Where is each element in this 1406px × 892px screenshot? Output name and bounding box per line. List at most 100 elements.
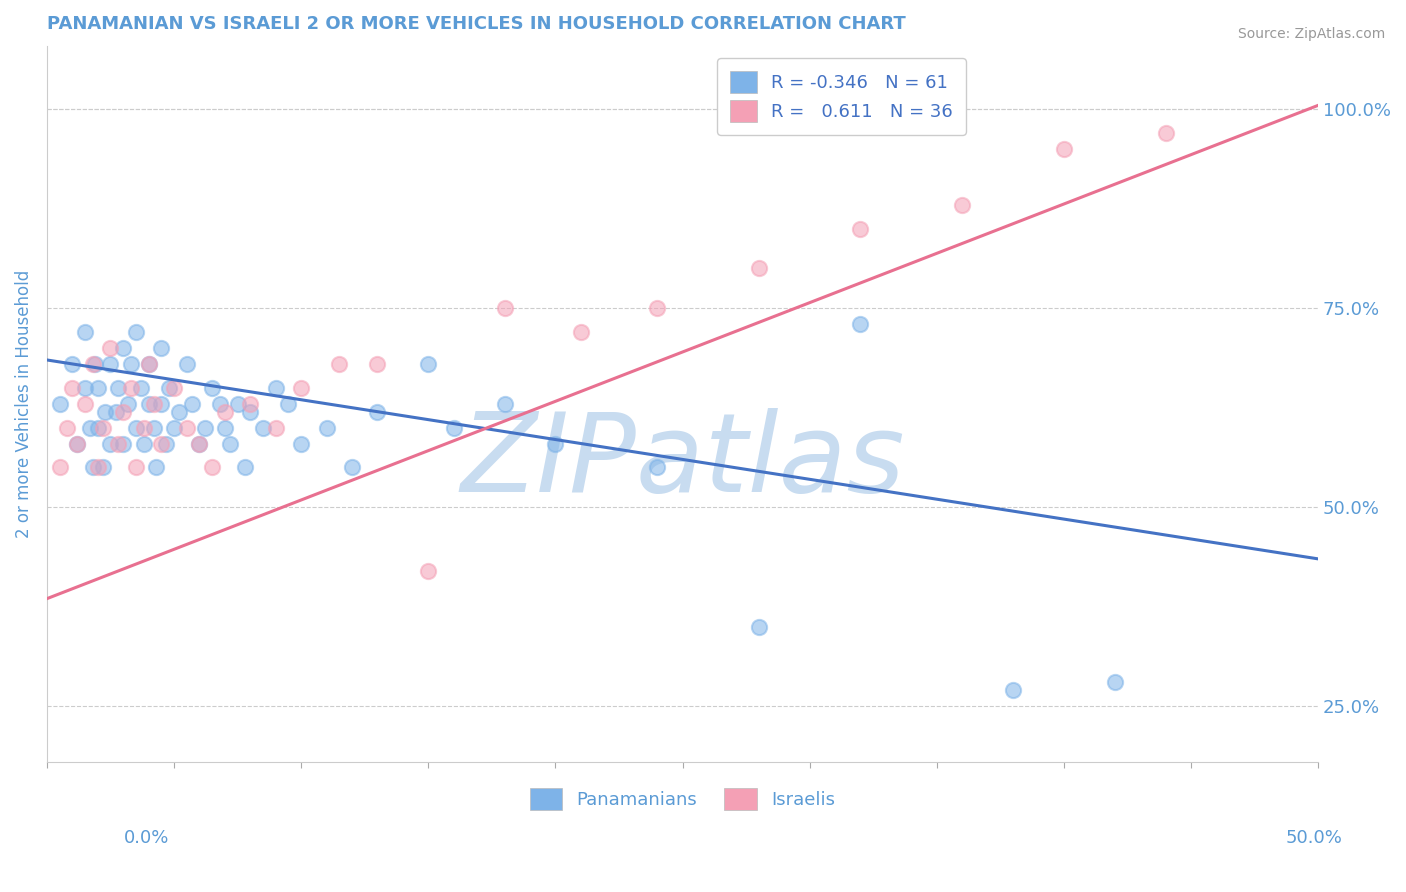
Point: [120, 357, 142, 371]
Point: [188, 436, 211, 450]
Point: [201, 460, 224, 475]
Point: [328, 357, 350, 371]
Point: [418, 564, 440, 578]
Y-axis label: 2 or more Vehicles in Household: 2 or more Vehicles in Household: [15, 269, 32, 538]
Point: [82, 357, 104, 371]
Point: [48, 397, 70, 411]
Point: [73, 397, 96, 411]
Point: [163, 381, 186, 395]
Text: Source: ZipAtlas.com: Source: ZipAtlas.com: [1237, 27, 1385, 41]
Point: [239, 405, 262, 419]
Point: [142, 420, 165, 434]
Point: [132, 436, 155, 450]
Point: [79, 420, 101, 434]
Point: [208, 397, 231, 411]
Point: [849, 317, 872, 331]
Point: [201, 381, 224, 395]
Point: [145, 460, 167, 475]
Point: [107, 381, 129, 395]
Point: [494, 397, 516, 411]
Point: [233, 460, 256, 475]
Point: [100, 357, 122, 371]
Point: [418, 357, 440, 371]
Point: [87, 420, 110, 434]
Point: [157, 381, 180, 395]
Point: [125, 325, 148, 339]
Point: [748, 261, 770, 276]
Point: [1002, 683, 1025, 698]
Point: [142, 397, 165, 411]
Point: [66, 436, 89, 450]
Point: [87, 381, 110, 395]
Point: [91, 420, 114, 434]
Point: [56, 420, 79, 434]
Point: [129, 381, 152, 395]
Point: [226, 397, 249, 411]
Point: [107, 436, 129, 450]
Point: [645, 460, 668, 475]
Point: [366, 405, 388, 419]
Point: [315, 420, 337, 434]
Point: [82, 460, 104, 475]
Point: [138, 397, 160, 411]
Point: [176, 420, 198, 434]
Point: [366, 357, 388, 371]
Text: ZIPatlas: ZIPatlas: [460, 408, 905, 515]
Point: [150, 341, 173, 355]
Point: [239, 397, 262, 411]
Point: [120, 381, 142, 395]
Point: [167, 405, 190, 419]
Point: [138, 357, 160, 371]
Point: [73, 381, 96, 395]
Point: [125, 420, 148, 434]
Point: [264, 420, 287, 434]
Point: [1053, 142, 1076, 156]
Point: [150, 397, 173, 411]
Point: [84, 357, 107, 371]
Point: [87, 460, 110, 475]
Point: [214, 420, 236, 434]
Point: [645, 301, 668, 316]
Point: [188, 436, 211, 450]
Point: [849, 221, 872, 235]
Point: [104, 405, 127, 419]
Point: [193, 420, 215, 434]
Point: [100, 341, 122, 355]
Point: [117, 397, 139, 411]
Point: [94, 405, 117, 419]
Point: [138, 357, 160, 371]
Point: [252, 420, 274, 434]
Point: [150, 436, 173, 450]
Point: [163, 420, 186, 434]
Point: [544, 436, 567, 450]
Point: [277, 397, 299, 411]
Point: [180, 397, 202, 411]
Point: [91, 460, 114, 475]
Point: [1104, 675, 1126, 690]
Point: [950, 198, 973, 212]
Point: [60, 381, 83, 395]
Point: [443, 420, 465, 434]
Point: [290, 381, 312, 395]
Point: [48, 460, 70, 475]
Text: 0.0%: 0.0%: [124, 829, 169, 847]
Point: [60, 357, 83, 371]
Point: [112, 405, 135, 419]
Point: [155, 436, 177, 450]
Point: [100, 436, 122, 450]
Point: [125, 460, 148, 475]
Point: [66, 436, 89, 450]
Point: [112, 341, 135, 355]
Point: [214, 405, 236, 419]
Point: [1154, 126, 1177, 140]
Point: [219, 436, 242, 450]
Text: PANAMANIAN VS ISRAELI 2 OR MORE VEHICLES IN HOUSEHOLD CORRELATION CHART: PANAMANIAN VS ISRAELI 2 OR MORE VEHICLES…: [46, 15, 905, 33]
Point: [132, 420, 155, 434]
Point: [290, 436, 312, 450]
Point: [340, 460, 363, 475]
Text: 50.0%: 50.0%: [1286, 829, 1343, 847]
Point: [264, 381, 287, 395]
Legend: Panamanians, Israelis: Panamanians, Israelis: [523, 780, 842, 817]
Point: [748, 619, 770, 633]
Point: [112, 436, 135, 450]
